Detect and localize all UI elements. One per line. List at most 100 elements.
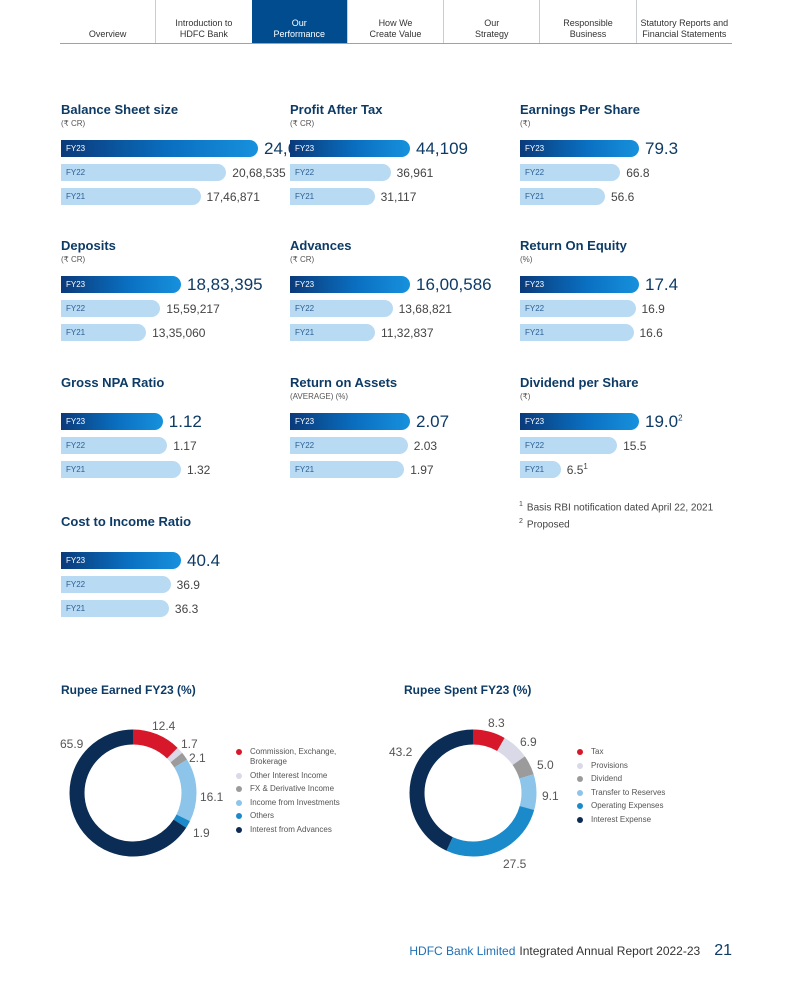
tab-our-performance[interactable]: Our Performance (251, 0, 347, 43)
kpi-title: Return On Equity (520, 238, 627, 253)
bar-row-fy22: FY22 1.17 (61, 437, 197, 454)
bar-fy21: FY21 (520, 461, 561, 478)
kpi-title: Cost to Income Ratio (61, 514, 192, 529)
tab-responsible-business[interactable]: Responsible Business (539, 0, 635, 43)
bar-value: 36.3 (175, 602, 198, 616)
legend-item: Operating Expenses (577, 801, 687, 811)
legend-dot-icon (236, 786, 242, 793)
tab-overview[interactable]: Overview (60, 0, 155, 43)
bar-value-number: 17,46,871 (206, 189, 260, 204)
legend-item: Transfer to Reserves (577, 788, 687, 798)
bar-value-number: 18,83,395 (187, 274, 263, 294)
kpi-unit: (₹) (520, 119, 531, 128)
legend-dot-icon (577, 789, 583, 796)
kpi-title: Return on Assets (290, 375, 398, 390)
kpi-balance-sheet: Balance Sheet size(₹ CR)FY2324,66,081FY2… (61, 102, 340, 212)
bar-row-fy22: FY22 66.8 (520, 164, 650, 181)
bar-row-fy21: FY21 31,117 (290, 188, 416, 205)
earned-label-other-interest: 1.7 (181, 737, 198, 751)
kpi-unit: (₹) (520, 392, 531, 401)
donut-slice-5 (69, 729, 197, 857)
kpi-profit-after-tax: Profit After Tax (₹ CR) FY23 44,109 FY22 36,9… (290, 102, 510, 212)
legend-label: Tax (591, 747, 604, 756)
bar-fy22: FY22 (520, 437, 618, 454)
bar-value-number: 1.17 (173, 438, 197, 453)
legend-label: Provisions (591, 760, 628, 770)
donut-slice-3 (69, 729, 197, 857)
legend-dot-icon (236, 826, 242, 833)
spent-label-tax: 8.3 (488, 716, 505, 730)
bar-fy23: FY23 (290, 140, 410, 157)
bar-fy22: FY22 (61, 300, 161, 317)
kpi-unit: (AVERAGE) (%) (290, 392, 349, 401)
tab-label-line2: Performance (273, 29, 325, 39)
bar-value: 40.4 (187, 551, 220, 571)
legend-label: Transfer to Reserves (591, 787, 666, 797)
kpi-title: Balance Sheet size (61, 102, 179, 117)
kpi-unit: (₹ CR) (61, 119, 86, 128)
bar-value-number: 1.97 (410, 462, 434, 477)
tab-label-line2: Strategy (475, 29, 509, 39)
legend-item: FX & Derivative Income (236, 784, 346, 794)
bar-value-number: 40.4 (187, 550, 221, 570)
kpi-unit (61, 531, 281, 541)
bar-value: 17,46,871 (207, 190, 260, 204)
bar-row-fy22: FY22 15.5 (520, 437, 646, 454)
bar-row-fy22: FY22 36.9 (61, 576, 200, 593)
bar-value: 79.3 (645, 139, 678, 159)
kpi-cost-to-income: Cost to Income Ratio FY23 40.4 FY22 36.9 FY21… (61, 514, 281, 624)
legend-item: Interest Expense (577, 815, 687, 825)
rupee-earned-donut (69, 729, 197, 857)
bar-row-fy23: FY23 1.12 (61, 412, 202, 431)
bar-value-number: 36.3 (174, 601, 199, 616)
legend-dot-icon (236, 799, 242, 806)
bar-value-number: 11,32,837 (381, 325, 434, 340)
legend-item: Interest from Advances (236, 825, 346, 835)
bar-fy22: FY22 (290, 164, 391, 181)
tab-introduction[interactable]: Introduction to HDFC Bank (155, 0, 251, 43)
kpi-unit: (%) (520, 255, 533, 264)
spent-label-reserves: 9.1 (542, 789, 559, 803)
legend-item: Income from Investments (236, 798, 346, 808)
footer-brand[interactable]: HDFC Bank Limited (409, 944, 516, 958)
tab-statutory-reports[interactable]: Statutory Reports and Financial Statement… (635, 0, 732, 43)
footer-report-name: Integrated Annual Report 2022-23 (519, 944, 701, 958)
bar-fy21: FY21 (61, 188, 201, 205)
bar-fy21: FY21 (520, 188, 605, 205)
bar-row-fy21: FY21 16.6 (520, 324, 663, 341)
tab-label-line1: Statutory Reports and (640, 18, 729, 28)
legend-dot-icon (236, 813, 242, 820)
kpi-deposits: Deposits (₹ CR) FY23 18,83,395 FY22 15,59,217… (61, 238, 281, 348)
bar-value-number: 16,00,586 (416, 274, 492, 294)
kpi-return-on-assets: Return on Assets (AVERAGE) (%) FY23 2.07 FY2… (290, 375, 510, 485)
bar-value: 20,68,535 (232, 166, 285, 180)
rupee-spent-title: Rupee Spent FY23 (%) (404, 683, 532, 697)
bar-row-fy23: FY23 2.07 (290, 412, 449, 431)
legend-item: Dividend (577, 774, 687, 784)
bar-fy21: FY21 (290, 324, 375, 341)
tab-label-line2: Create Value (369, 29, 422, 39)
legend-dot-icon (577, 816, 583, 823)
earned-label-others: 1.9 (193, 826, 210, 840)
bar-value: 31,117 (381, 190, 417, 204)
bar-value: 36.9 (177, 578, 200, 592)
legend-dot-icon (577, 776, 583, 783)
legend-item: Commission, Exchange, Brokerage (236, 747, 346, 767)
spent-label-operating: 27.5 (503, 857, 527, 871)
earned-label-advances: 65.9 (60, 737, 84, 751)
legend-item: Other Interest Income (236, 771, 346, 781)
bar-fy21: FY21 (290, 188, 375, 205)
bar-value: 1.17 (173, 439, 196, 453)
footnotes: 1 Basis RBI notification dated April 22, … (519, 498, 713, 533)
tab-create-value[interactable]: How We Create Value (346, 0, 443, 43)
bar-row-fy21: FY21 1.32 (61, 461, 210, 478)
earned-label-fx: 2.1 (189, 751, 206, 765)
page-footer: HDFC Bank Limited Integrated Annual Repo… (409, 942, 732, 960)
bar-fy22: FY22 (290, 437, 408, 454)
bar-value: 56.6 (611, 190, 634, 204)
bar-row-fy21: FY21 13,35,060 (61, 324, 205, 341)
legend-label: Dividend (591, 774, 623, 784)
bar-fy21: FY21 (61, 461, 181, 478)
tab-our-strategy[interactable]: Our Strategy (443, 0, 539, 43)
bar-value-number: 20,68,535 (232, 165, 286, 180)
